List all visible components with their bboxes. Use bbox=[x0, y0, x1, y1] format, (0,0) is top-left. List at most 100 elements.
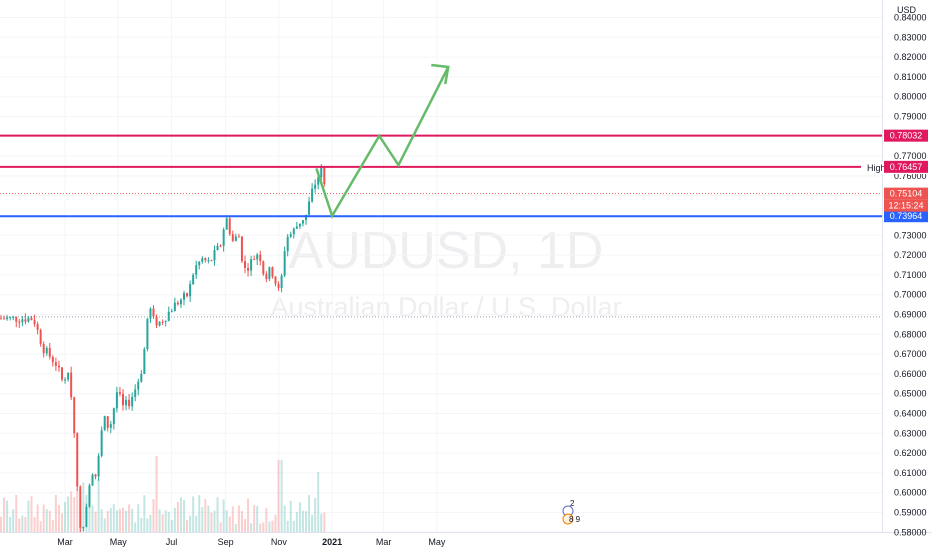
volume-bar bbox=[308, 495, 311, 532]
price-tick-label: 0.73000 bbox=[894, 230, 927, 240]
event-badges[interactable]: 2 8 9 bbox=[562, 499, 581, 525]
candle-body bbox=[91, 474, 94, 486]
candle-body bbox=[167, 311, 170, 321]
volume-bar bbox=[295, 512, 298, 532]
volume-bar bbox=[76, 488, 79, 532]
price-tick-label: 0.59000 bbox=[894, 508, 927, 518]
candle-body bbox=[305, 214, 307, 221]
price-tick-label: 0.64000 bbox=[894, 409, 927, 419]
level-tag-background bbox=[884, 129, 928, 142]
candle-body bbox=[262, 261, 265, 275]
horizontal-levels[interactable] bbox=[0, 134, 882, 218]
volume-bar bbox=[100, 509, 103, 532]
countdown-tag-text: 12:15:24 bbox=[888, 201, 923, 211]
volume-bar bbox=[6, 500, 9, 532]
candle-body bbox=[100, 430, 103, 456]
candle-body bbox=[231, 234, 234, 241]
price-tick-label: 0.62000 bbox=[894, 448, 927, 458]
candle-body bbox=[82, 526, 85, 528]
time-tick-label: Sep bbox=[218, 537, 234, 547]
candle-body bbox=[277, 283, 280, 289]
time-tick-label: May bbox=[428, 537, 446, 547]
volume-bar bbox=[265, 508, 268, 532]
candle-body bbox=[3, 318, 6, 320]
volume-bar bbox=[54, 494, 57, 532]
volume-bar bbox=[152, 499, 155, 532]
volume-bar bbox=[204, 499, 207, 532]
volume-bar bbox=[15, 494, 18, 532]
volume-bar bbox=[36, 504, 39, 532]
volume-bars bbox=[0, 456, 326, 532]
volume-bar bbox=[228, 516, 231, 532]
candle-body bbox=[213, 250, 216, 261]
volume-bar bbox=[283, 505, 286, 532]
candle-body bbox=[247, 267, 250, 271]
projection-path[interactable] bbox=[315, 66, 450, 219]
candle-body bbox=[21, 319, 24, 323]
candle-body bbox=[271, 267, 274, 277]
last-price-tag-text: 0.75104 bbox=[890, 189, 923, 199]
volume-bar bbox=[125, 510, 128, 532]
volume-bar bbox=[155, 456, 158, 532]
watermark-description: Australian Dollar / U.S. Dollar bbox=[270, 292, 621, 322]
candle-body bbox=[9, 316, 12, 318]
candle-body bbox=[259, 254, 262, 262]
volume-bar bbox=[192, 496, 195, 532]
event-badge-icon-bottom[interactable] bbox=[562, 513, 574, 525]
price-tick-label: 0.77000 bbox=[894, 151, 927, 161]
symbol-watermark: AUDUSD, 1D Australian Dollar / U.S. Doll… bbox=[270, 222, 621, 322]
volume-bar bbox=[103, 518, 106, 532]
candle-body bbox=[27, 317, 30, 322]
candle-body bbox=[146, 318, 149, 350]
candle-body bbox=[228, 218, 231, 235]
volume-bar bbox=[70, 491, 73, 532]
candle-body bbox=[280, 275, 283, 289]
candle-body bbox=[79, 486, 82, 528]
volume-bar bbox=[167, 511, 170, 532]
volume-bar bbox=[106, 510, 109, 532]
event-badge-bottom-label: 8 9 bbox=[569, 515, 581, 524]
candle-body bbox=[97, 455, 100, 477]
volume-bar bbox=[268, 521, 271, 532]
volume-bar bbox=[198, 495, 201, 532]
volume-bar bbox=[210, 512, 213, 532]
candle-body bbox=[237, 236, 240, 238]
level-tag-text: 0.73964 bbox=[890, 211, 923, 221]
volume-bar bbox=[21, 515, 24, 532]
volume-bar bbox=[183, 499, 185, 532]
candle-body bbox=[85, 506, 88, 527]
candle-body bbox=[210, 260, 213, 262]
volume-bar bbox=[161, 514, 164, 532]
time-axis[interactable]: Mar May Jul Sep Nov 2021 Mar May bbox=[57, 537, 446, 547]
level-tag-text: 0.78032 bbox=[890, 131, 923, 141]
candle-body bbox=[51, 356, 54, 363]
candle-body bbox=[57, 365, 60, 368]
candle-body bbox=[311, 188, 314, 202]
volume-bar bbox=[57, 504, 60, 532]
volume-bar bbox=[143, 495, 146, 532]
volume-bar bbox=[45, 509, 48, 532]
volume-bar bbox=[179, 497, 182, 532]
price-tags: 0.78032 0.76457 0.73964 0.75104 12:15:24 bbox=[884, 129, 928, 223]
volume-bar bbox=[219, 522, 222, 532]
price-tick-label: 0.70000 bbox=[894, 290, 927, 300]
volume-bar bbox=[91, 505, 94, 532]
candle-body bbox=[122, 393, 124, 406]
price-tick-label: 0.72000 bbox=[894, 250, 927, 260]
candle-body bbox=[30, 317, 33, 320]
volume-bar bbox=[27, 500, 30, 532]
volume-bar bbox=[170, 520, 173, 532]
candle-body bbox=[286, 236, 289, 252]
level-tag-background bbox=[884, 160, 928, 173]
candle-body bbox=[39, 329, 42, 344]
price-tick-label: 0.67000 bbox=[894, 349, 927, 359]
price-tick-label: 0.68000 bbox=[894, 329, 927, 339]
candle-body bbox=[314, 184, 317, 189]
candle-body bbox=[164, 320, 167, 323]
level-tag-background bbox=[884, 210, 928, 223]
candle-body bbox=[45, 347, 48, 354]
volume-bar bbox=[207, 505, 210, 532]
price-tick-label: 0.76000 bbox=[894, 171, 927, 181]
volume-bar bbox=[234, 523, 237, 532]
